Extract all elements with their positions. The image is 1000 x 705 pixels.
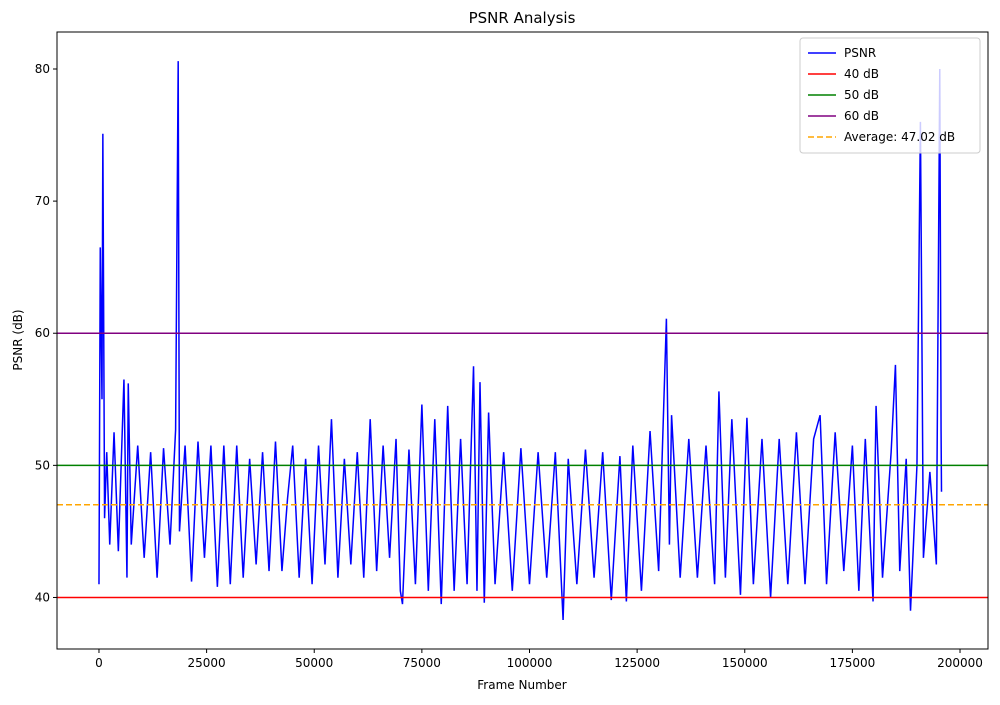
x-tick-label: 200000 xyxy=(937,656,983,670)
y-axis-label: PSNR (dB) xyxy=(11,309,25,370)
x-tick-label: 0 xyxy=(95,656,103,670)
y-tick-label: 40 xyxy=(35,590,50,604)
x-tick-label: 150000 xyxy=(722,656,768,670)
psnr-line xyxy=(98,61,943,620)
legend-label: 40 dB xyxy=(844,67,879,81)
x-tick-label: 125000 xyxy=(614,656,660,670)
legend-label: Average: 47.02 dB xyxy=(844,130,955,144)
legend-label: 50 dB xyxy=(844,88,879,102)
plot-frame xyxy=(56,31,989,650)
x-axis-label: Frame Number xyxy=(477,678,566,692)
x-tick-label: 25000 xyxy=(188,656,226,670)
legend-label: 60 dB xyxy=(844,109,879,123)
legend-box xyxy=(799,37,981,154)
y-tick-label: 70 xyxy=(35,194,50,208)
y-tick-label: 60 xyxy=(35,326,50,340)
y-tick-label: 50 xyxy=(35,458,50,472)
x-tick-label: 50000 xyxy=(295,656,333,670)
x-tick-label: 75000 xyxy=(403,656,441,670)
x-tick-label: 100000 xyxy=(507,656,553,670)
chart-title: PSNR Analysis xyxy=(469,9,576,27)
x-tick-label: 175000 xyxy=(829,656,875,670)
y-tick-label: 80 xyxy=(35,62,50,76)
legend-label: PSNR xyxy=(844,46,876,60)
